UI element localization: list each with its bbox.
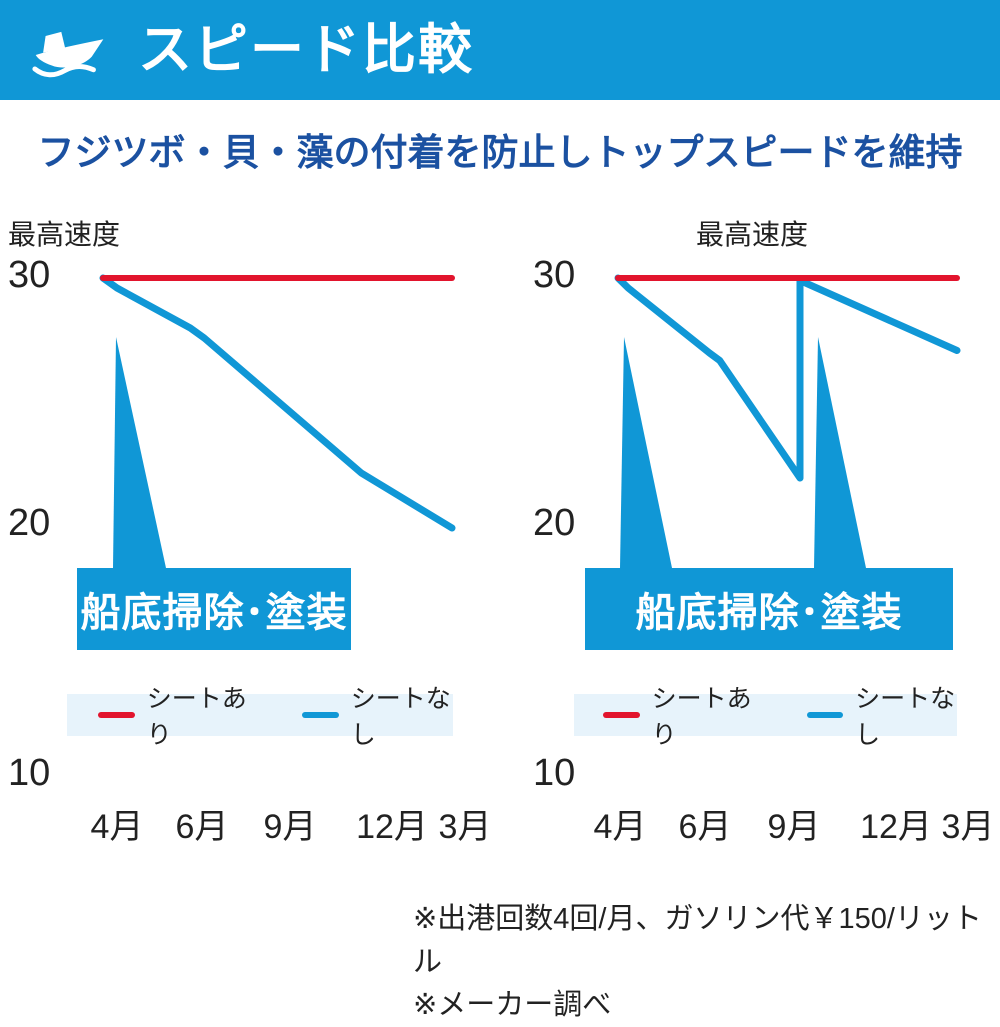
y-tick-20: 20: [8, 502, 51, 544]
subtitle: フジツボ・貝・藻の付着を防止しトップスピードを維持: [37, 132, 963, 173]
page-title: スピード比較: [138, 20, 474, 80]
x-tick-jun: 6月: [175, 808, 229, 846]
x-tick-apr: 4月: [593, 808, 647, 846]
legend-swatch-red: [98, 712, 135, 718]
header-bar: スピード比較: [0, 0, 1000, 100]
legend-item-sheet-off: シートなし: [302, 679, 453, 751]
boat-icon: [32, 31, 104, 78]
legend: シートあり シートなし: [574, 685, 957, 749]
x-tick-mar: 3月: [941, 808, 995, 846]
x-tick-apr: 4月: [90, 808, 144, 846]
legend-item-sheet-on: シートあり: [98, 679, 249, 751]
legend-swatch-blue: [806, 712, 844, 718]
y-axis-title: 最高速度: [695, 219, 809, 250]
annotation-callout: 船底掃除･塗装: [77, 568, 351, 650]
callout-label: 船底掃除･塗装: [80, 591, 348, 635]
callout-pointer: [814, 337, 866, 568]
callout-pointer: [113, 337, 166, 568]
x-tick-jun: 6月: [678, 808, 732, 846]
x-tick-mar: 3月: [438, 808, 492, 846]
plot-area-right: [614, 274, 961, 568]
x-tick-sep: 9月: [263, 808, 317, 846]
chart-right-with-midyear-cleaning: 最高速度 30 20 10 船底掃除･塗装 シートあり シートなし 4月 6月 …: [500, 210, 1000, 850]
x-tick-sep: 9月: [767, 808, 821, 846]
footnotes: ※出港回数4回/月、ガソリン代￥150/リットル ※メーカー調べ: [413, 898, 1000, 1027]
callout-label: 船底掃除･塗装: [635, 591, 903, 635]
legend-label-sheet-on: シートあり: [651, 685, 752, 749]
series-line-sheet-off: [614, 274, 961, 482]
x-tick-dec: 12月: [356, 808, 428, 846]
callout-pointer: [620, 337, 672, 568]
y-tick-30: 30: [8, 254, 51, 296]
annotation-callout: 船底掃除･塗装: [585, 568, 953, 650]
legend-swatch-red: [603, 712, 640, 718]
legend-swatch-blue: [302, 712, 339, 718]
y-tick-10: 10: [8, 752, 51, 794]
y-tick-10: 10: [533, 752, 576, 794]
footnote-1: ※出港回数4回/月、ガソリン代￥150/リットル: [413, 903, 982, 978]
legend-label-sheet-on: シートあり: [146, 685, 247, 749]
y-tick-30: 30: [533, 254, 576, 296]
footnote-2: ※メーカー調べ: [413, 989, 612, 1021]
chart-left-no-midyear-cleaning: 最高速度 30 20 10 船底掃除･塗装 シートあり シートなし 4月 6月 …: [0, 210, 500, 850]
y-axis-title: 最高速度: [8, 219, 121, 250]
plot-area-left: [99, 274, 456, 568]
legend-label-sheet-off: シートなし: [350, 685, 451, 749]
y-tick-20: 20: [533, 502, 576, 544]
series-line-sheet-off: [99, 274, 456, 532]
legend: シートあり シートなし: [67, 685, 453, 749]
legend-label-sheet-off: シートなし: [855, 685, 956, 749]
x-tick-dec: 12月: [860, 808, 932, 846]
legend-item-sheet-on: シートあり: [603, 679, 754, 751]
legend-item-sheet-off: シートなし: [806, 679, 958, 751]
